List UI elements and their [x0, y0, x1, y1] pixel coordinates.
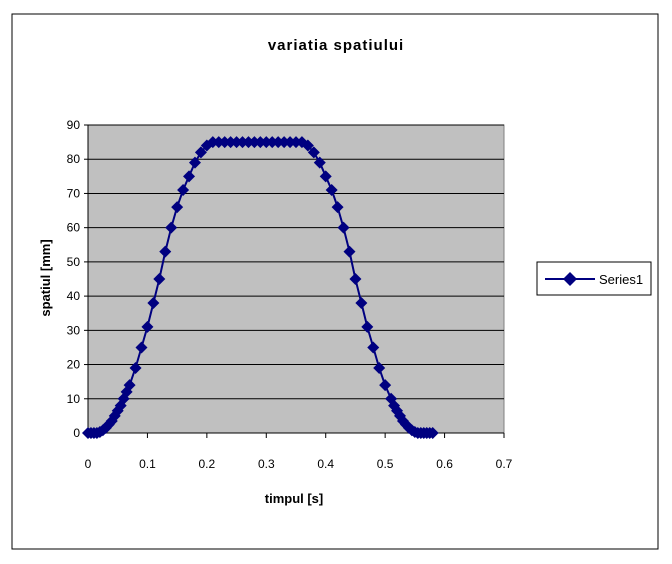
legend: Series1: [536, 261, 652, 296]
data-point: [147, 296, 160, 309]
data-point: [349, 273, 362, 285]
y-tick-label: 20: [67, 358, 81, 372]
data-point: [117, 392, 130, 405]
data-point: [373, 361, 386, 374]
y-tick-label: 70: [67, 186, 81, 200]
data-point: [159, 245, 172, 258]
y-tick-label: 80: [67, 152, 81, 166]
y-tick-label: 10: [67, 392, 81, 406]
data-point: [129, 361, 142, 374]
y-tick-label: 30: [67, 323, 81, 337]
x-tick-label: 0.2: [199, 457, 216, 471]
data-point: [331, 201, 344, 214]
y-axis-title: spatiul [mm]: [38, 239, 53, 316]
series-layer: [82, 136, 439, 439]
data-point: [123, 379, 136, 392]
y-tick-label: 0: [73, 426, 80, 440]
legend-marker: [563, 272, 577, 286]
plot-area: [87, 124, 505, 434]
data-point: [183, 170, 196, 183]
data-point: [153, 273, 166, 285]
y-tick-labels: 0 10 20 30 40 50 60 70 80 90: [67, 118, 81, 440]
data-point: [301, 139, 314, 152]
x-tick-label: 0.3: [258, 457, 275, 471]
data-point: [325, 184, 338, 197]
y-tick-label: 60: [67, 221, 81, 235]
data-point: [367, 341, 380, 354]
gridlines: [88, 124, 504, 400]
data-point: [194, 146, 207, 159]
x-tick-labels: 0 0.1 0.2 0.3 0.4 0.5 0.6 0.7: [85, 457, 513, 471]
x-tick-label: 0.1: [139, 457, 156, 471]
data-point: [319, 170, 332, 183]
legend-entry-series1: Series1: [599, 272, 643, 287]
data-point: [355, 296, 368, 309]
data-point: [379, 379, 392, 392]
data-point: [177, 184, 190, 197]
data-point: [307, 146, 320, 159]
data-point: [361, 320, 374, 333]
data-point: [343, 245, 356, 258]
x-axis-title: timpul [s]: [265, 491, 324, 506]
data-point: [141, 320, 154, 333]
x-tick-label: 0: [85, 457, 92, 471]
data-point: [426, 427, 439, 439]
data-point: [135, 341, 148, 354]
data-point: [171, 201, 184, 214]
data-point: [337, 221, 350, 234]
data-point: [313, 156, 326, 169]
data-point: [165, 221, 178, 234]
x-tick-label: 0.6: [436, 457, 453, 471]
x-tick-label: 0.5: [377, 457, 394, 471]
y-tick-label: 40: [67, 289, 81, 303]
x-tick-label: 0.4: [317, 457, 334, 471]
y-tick-label: 50: [67, 255, 81, 269]
y-tick-label: 90: [67, 118, 81, 132]
chart-title: variatia spatiului: [268, 37, 404, 54]
x-tick-label: 0.7: [496, 457, 513, 471]
data-point: [188, 156, 201, 169]
